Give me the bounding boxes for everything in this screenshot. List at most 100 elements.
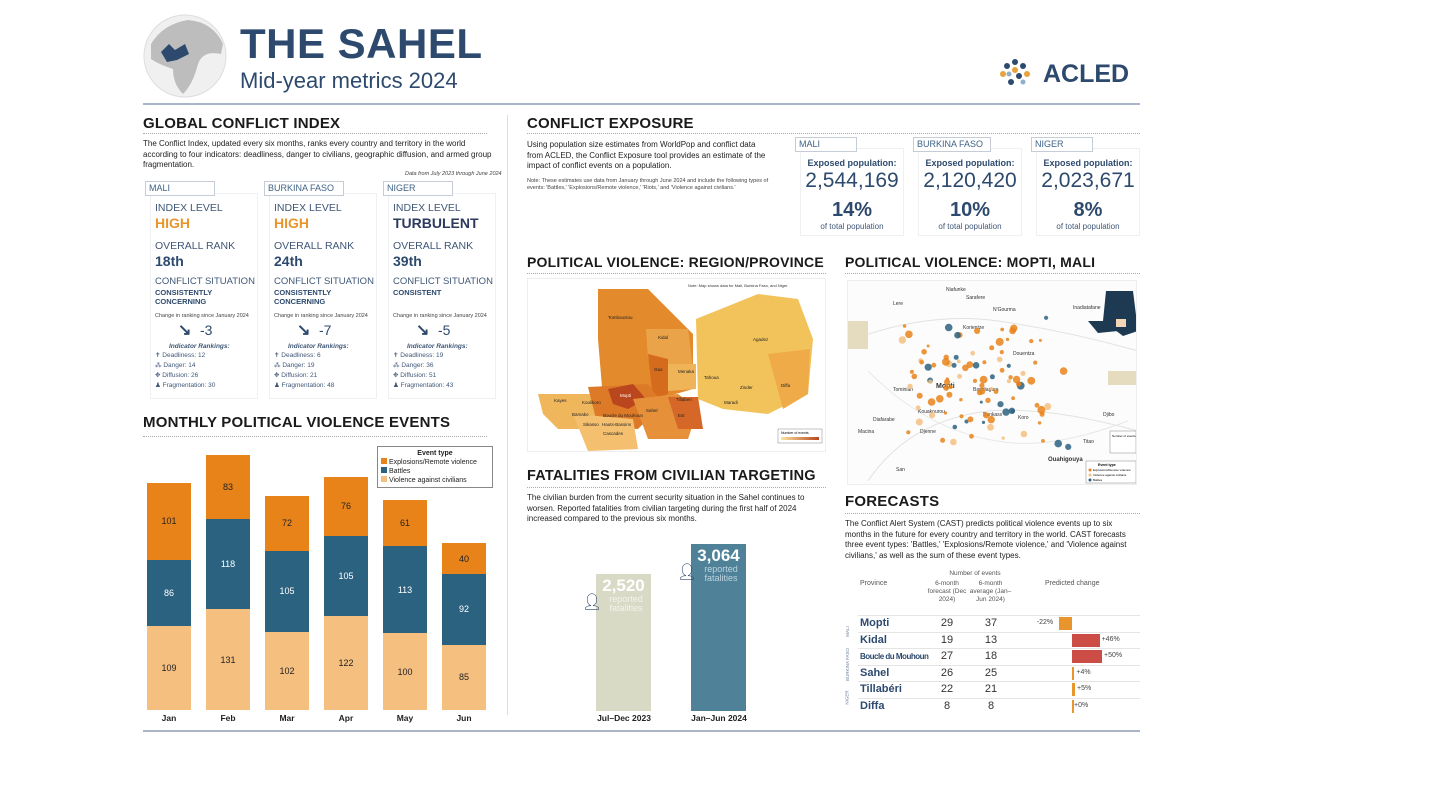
bar-value-label: 100 (397, 666, 413, 677)
bar-battles[interactable] (324, 535, 368, 617)
event-dot (982, 360, 987, 365)
predicted-change-bar[interactable] (1072, 633, 1100, 647)
rank-change-value: -5 (438, 322, 451, 338)
predicted-change-bar[interactable] (1072, 683, 1075, 696)
indicator-diffusion: ✥ Diffusion: 21 (274, 372, 318, 379)
conflict-situation-label: CONFLICT SITUATION (274, 276, 374, 287)
bar-violence-against-civilians[interactable] (265, 631, 309, 710)
rank-change-value: -3 (200, 322, 213, 338)
event-dot (962, 364, 969, 372)
bar-value-label: 105 (279, 586, 295, 597)
conflict-situation-value: CONSISTENTLY CONCERNING (274, 288, 332, 306)
fatalities-bar[interactable] (691, 544, 746, 711)
map-note: Note: Map shows data for Mali, Burkina F… (688, 283, 788, 288)
event-dot (1002, 408, 1010, 416)
fatalities-title: FATALITIES FROM CIVILIAN TARGETING (527, 468, 816, 484)
forecast-province: Boucle du Mouhoun (860, 652, 929, 661)
trend-down-icon: ↘ (297, 322, 311, 339)
event-dot (952, 424, 958, 430)
danger-icon: ⁂ (274, 362, 281, 369)
fatalities-unit: reported fatalities (609, 593, 643, 613)
index-level-label: INDEX LEVEL (155, 202, 223, 214)
bar-value-label: 86 (163, 588, 174, 599)
event-dot (906, 430, 911, 435)
event-dot (921, 349, 927, 355)
mopti-legend-title: Event type (1098, 463, 1116, 467)
index-level-label: INDEX LEVEL (393, 202, 461, 214)
country-group-label: MALI (844, 626, 850, 637)
event-dot (1054, 439, 1062, 448)
average-value: 18 (984, 650, 998, 662)
bar-battles[interactable] (206, 518, 250, 610)
bar-violence-against-civilians[interactable] (147, 626, 191, 710)
bar-violence-against-civilians[interactable] (324, 616, 368, 710)
event-dot (1001, 436, 1005, 440)
bar-battles[interactable] (383, 546, 427, 634)
event-dot (1005, 337, 1010, 342)
fatalities-bar[interactable] (596, 573, 651, 711)
svg-text:Niafunke: Niafunke (946, 287, 966, 293)
footer-divider (143, 730, 1140, 732)
bar-violence-against-civilians[interactable] (383, 633, 427, 710)
event-dot (940, 437, 946, 443)
overall-rank-value: 39th (393, 253, 422, 269)
svg-text:Bamako: Bamako (572, 412, 589, 417)
indicator-rankings-label: Indicator Rankings: (169, 343, 230, 350)
conflict-situation-value: CONSISTENT (393, 288, 442, 297)
x-tick-label: Apr (338, 713, 354, 723)
bar-battles[interactable] (442, 574, 486, 645)
forecast-row (858, 648, 1140, 664)
svg-text:Hauts-Bassins: Hauts-Bassins (602, 422, 632, 427)
predicted-change-bar[interactable] (1072, 699, 1074, 713)
x-tick-label: Feb (220, 713, 236, 723)
event-dot (999, 367, 1005, 373)
event-dot (1041, 439, 1045, 443)
bar-explosions-remote-violence[interactable] (147, 482, 191, 561)
forecast-value: 27 (940, 650, 954, 662)
predicted-change-bar[interactable] (1072, 666, 1075, 680)
page-subtitle: Mid-year metrics 2024 (240, 68, 458, 93)
change-label: Change in ranking since January 2024 (155, 313, 249, 319)
predicted-change-bar[interactable] (1072, 650, 1102, 663)
danger-icon: ⁂ (393, 362, 400, 369)
event-dot (898, 336, 907, 344)
forecast-value: 29 (940, 617, 954, 629)
bar-value-label: 76 (340, 501, 351, 512)
exposed-population: 2,120,420 (923, 169, 1017, 192)
conflict-situation-label: CONFLICT SITUATION (393, 276, 493, 287)
bar-explosions-remote-violence[interactable] (442, 543, 486, 575)
bar-explosions-remote-violence[interactable] (206, 455, 250, 519)
event-dot (969, 433, 974, 439)
bar-explosions-remote-violence[interactable] (265, 495, 309, 551)
bar-battles[interactable] (147, 560, 191, 627)
bar-value-label: 102 (279, 665, 295, 676)
predicted-change-bar[interactable] (1058, 617, 1072, 630)
globe-logo-icon (143, 14, 227, 98)
danger-icon: ⁂ (155, 362, 162, 369)
gci-title: GLOBAL CONFLICT INDEX (143, 115, 341, 132)
bar-battles[interactable] (265, 551, 309, 632)
svg-text:San: San (896, 467, 905, 473)
region-map[interactable]: Tombouctou Kidal Gao Menaka Tahoua Agadez Zin… (527, 278, 826, 452)
bar-explosions-remote-violence[interactable] (324, 477, 368, 536)
bar-violence-against-civilians[interactable] (206, 609, 250, 710)
fatalities-unit: reported fatalities (704, 564, 738, 583)
forecast-header-average: 6-month average (Jan–Jun 2024) (969, 580, 1012, 603)
svg-text:Tominian: Tominian (893, 387, 913, 393)
event-dot (1044, 403, 1052, 410)
event-dot (946, 391, 953, 398)
indicator-deadliness: ✝ Deadliness: 12 (155, 352, 206, 359)
forecast-value: 19 (940, 633, 954, 646)
event-dot (1015, 381, 1022, 387)
indicator-fragmentation: ♟ Fragmentation: 48 (274, 382, 335, 389)
event-dot (997, 401, 1004, 408)
svg-text:Cascades: Cascades (603, 431, 624, 436)
bar-explosions-remote-violence[interactable] (383, 499, 427, 547)
acled-logo-text: ACLED (1043, 60, 1130, 88)
svg-text:Kayes: Kayes (554, 398, 567, 403)
bar-violence-against-civilians[interactable] (442, 644, 486, 710)
x-tick-label: Jul–Dec 2023 (597, 713, 651, 723)
svg-text:Diffa: Diffa (781, 383, 791, 388)
